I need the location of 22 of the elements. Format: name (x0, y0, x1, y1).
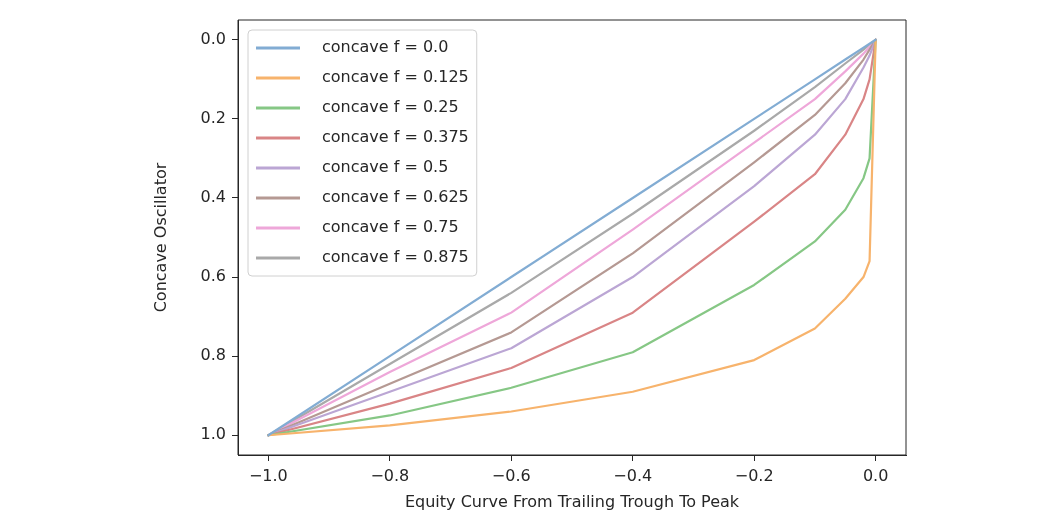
x-tick-label: 0.0 (862, 465, 889, 485)
y-tick-label: 0.0 (200, 28, 226, 48)
legend-label: concave f = 0.75 (322, 217, 459, 237)
y-tick-label: 1.0 (200, 424, 226, 444)
legend-label: concave f = 0.125 (322, 67, 469, 87)
y-tick-label: 0.4 (200, 187, 226, 207)
y-tick-label: 0.8 (200, 345, 226, 365)
y-tick-label: 0.2 (200, 108, 226, 128)
legend-label: concave f = 0.875 (322, 247, 469, 267)
y-tick-label: 0.6 (200, 266, 226, 286)
x-tick-label: −1.0 (248, 465, 288, 485)
legend-label: concave f = 0.375 (322, 127, 469, 147)
y-axis-title: Concave Oscillator (150, 162, 170, 313)
legend-label: concave f = 0.0 (322, 37, 449, 57)
legend-label: concave f = 0.5 (322, 157, 449, 177)
x-tick-label: −0.8 (370, 465, 410, 485)
legend-label: concave f = 0.625 (322, 187, 469, 207)
x-tick-label: −0.6 (491, 465, 531, 485)
x-tick-label: −0.4 (613, 465, 653, 485)
legend-label: concave f = 0.25 (322, 97, 459, 117)
x-axis-title: Equity Curve From Trailing Trough To Peak (404, 491, 740, 511)
x-tick-label: −0.2 (734, 465, 774, 485)
